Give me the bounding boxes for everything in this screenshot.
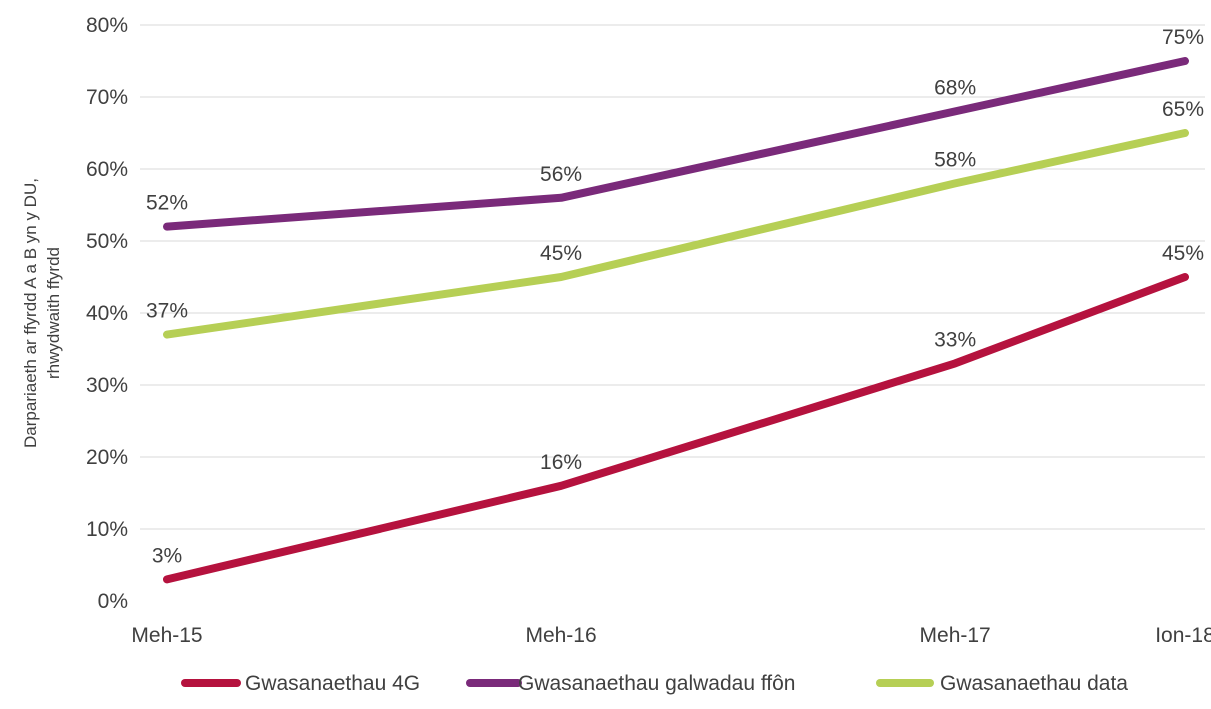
x-tick-label: Ion-18: [1155, 624, 1211, 647]
data-label: 3%: [152, 544, 182, 567]
series-lines: [163, 57, 1189, 584]
y-tick-label: 80%: [86, 14, 128, 37]
data-label: 45%: [540, 242, 582, 265]
y-tick-label: 70%: [86, 86, 128, 109]
data-label: 68%: [934, 76, 976, 99]
data-label: 45%: [1162, 242, 1204, 265]
legend-label: Gwasanaethau data: [940, 672, 1128, 695]
data-label: 75%: [1162, 26, 1204, 49]
data-label: 33%: [934, 328, 976, 351]
data-label: 16%: [540, 451, 582, 474]
legend-label: Gwasanaethau 4G: [245, 672, 420, 695]
data-label: 65%: [1162, 98, 1204, 121]
data-label: 58%: [934, 148, 976, 171]
x-axis-ticks: Meh-15 Meh-16 Meh-17 Ion-18: [131, 624, 1211, 647]
y-axis-title: Darpariaeth ar ffyrdd A a B yn y DU, rhwy…: [21, 178, 63, 448]
x-tick-label: Meh-16: [525, 624, 596, 647]
data-label: 52%: [146, 192, 188, 215]
series-line: [163, 57, 1189, 231]
data-label: 56%: [540, 163, 582, 186]
y-tick-label: 40%: [86, 302, 128, 325]
y-tick-label: 20%: [86, 446, 128, 469]
y-axis-ticks: 0% 10% 20% 30% 40% 50% 60% 70% 80%: [86, 14, 128, 613]
y-tick-label: 50%: [86, 230, 128, 253]
y-tick-label: 60%: [86, 158, 128, 181]
series-line: [163, 273, 1189, 584]
x-tick-label: Meh-17: [920, 624, 991, 647]
y-axis-label-line: rhwydwaith ffyrdd: [44, 247, 63, 379]
y-axis-label: Darpariaeth ar ffyrdd A a B yn y DU, rhwy…: [21, 178, 63, 448]
y-tick-label: 10%: [86, 518, 128, 541]
legend: Gwasanaethau 4G Gwasanaethau galwadau ffô…: [181, 672, 1128, 695]
data-labels: 3% 16% 33% 45% 52% 56% 68% 75% 37% 45% 58% 65%: [146, 26, 1204, 567]
y-axis-label-line: Darpariaeth ar ffyrdd A a B yn y DU,: [21, 178, 40, 448]
series-line: [163, 129, 1189, 339]
y-tick-label: 30%: [86, 374, 128, 397]
data-label: 37%: [146, 300, 188, 323]
y-tick-label: 0%: [98, 590, 128, 613]
legend-label: Gwasanaethau galwadau ffôn: [518, 672, 796, 695]
x-tick-label: Meh-15: [131, 624, 202, 647]
